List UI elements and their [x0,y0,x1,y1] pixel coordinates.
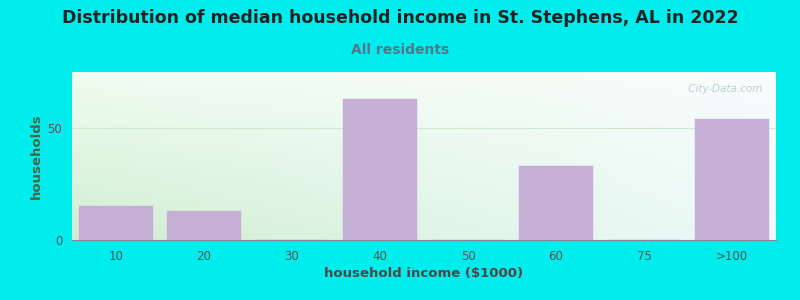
Bar [342,99,418,240]
Text: Distribution of median household income in St. Stephens, AL in 2022: Distribution of median household income … [62,9,738,27]
X-axis label: household income ($1000): household income ($1000) [325,267,523,280]
Bar [166,211,242,240]
Y-axis label: households: households [30,113,43,199]
Bar [694,119,770,240]
Text: All residents: All residents [351,44,449,58]
Bar [78,206,154,240]
Bar [518,166,594,240]
Text: City-Data.com: City-Data.com [685,84,762,94]
